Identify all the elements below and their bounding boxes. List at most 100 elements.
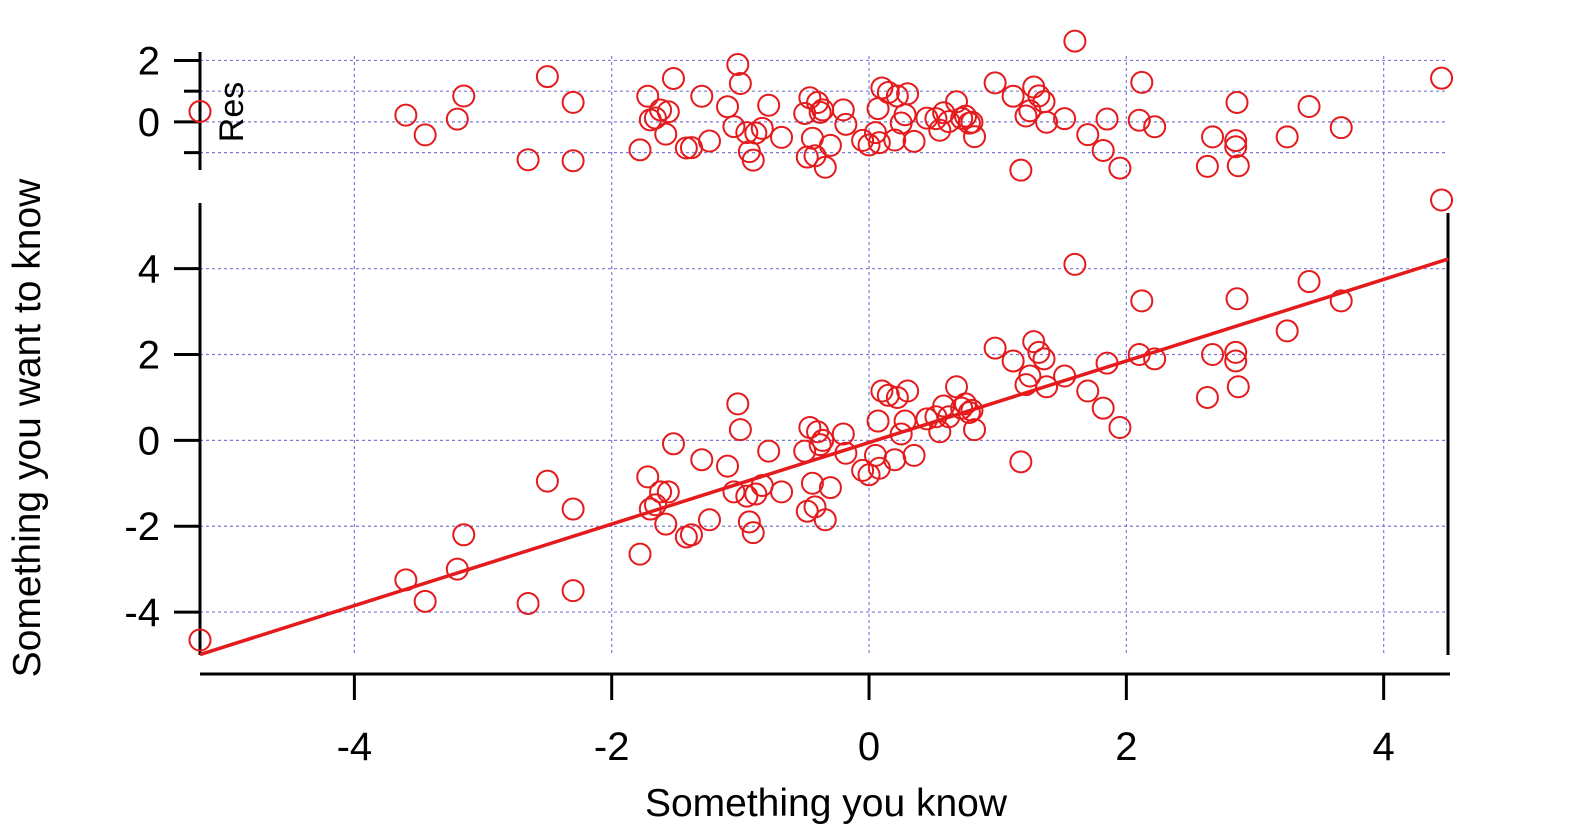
residual-point xyxy=(857,133,881,157)
residual-point xyxy=(915,106,939,130)
data-point xyxy=(1053,364,1077,388)
data-point xyxy=(915,407,939,431)
data-point xyxy=(757,439,781,463)
data-point xyxy=(1127,343,1151,367)
residual-point xyxy=(1195,154,1219,178)
data-point xyxy=(1076,379,1100,403)
residual-point xyxy=(851,128,875,152)
data-point xyxy=(893,409,917,433)
data-point xyxy=(808,433,832,457)
residual-point xyxy=(636,84,660,108)
data-point xyxy=(1009,450,1033,474)
residual-point xyxy=(808,100,832,124)
grid-lines xyxy=(200,56,1448,655)
residual-point xyxy=(452,84,476,108)
residual-point xyxy=(561,149,585,173)
data-point xyxy=(932,394,956,418)
residual-point xyxy=(818,133,842,157)
residual-point xyxy=(770,125,794,149)
y-tick-label: -2 xyxy=(124,505,160,549)
data-point xyxy=(983,336,1007,360)
x-tick-label: 4 xyxy=(1373,725,1395,769)
residual-point xyxy=(744,121,768,145)
residual-point xyxy=(674,136,698,160)
residual-point xyxy=(866,97,890,121)
data-point xyxy=(813,508,837,532)
data-point xyxy=(1035,375,1059,399)
residual-point xyxy=(1063,29,1087,53)
data-point xyxy=(726,392,750,416)
data-point xyxy=(728,418,752,442)
residual-point xyxy=(1095,107,1119,131)
residual-point xyxy=(628,138,652,162)
data-point xyxy=(889,422,913,446)
data-point xyxy=(697,508,721,532)
data-point xyxy=(661,432,685,456)
residual-point xyxy=(741,148,765,172)
residual-point xyxy=(1108,156,1132,180)
data-point xyxy=(883,448,907,472)
residual-point xyxy=(535,65,559,89)
data-point xyxy=(445,557,469,581)
data-point xyxy=(643,493,667,517)
fit-line xyxy=(199,257,1449,657)
data-point xyxy=(394,568,418,592)
data-point xyxy=(851,458,875,482)
data-point xyxy=(928,420,952,444)
res-tick-label: 2 xyxy=(138,39,160,83)
residual-point xyxy=(445,107,469,131)
residual-point xyxy=(963,125,987,149)
residual-point xyxy=(870,76,894,100)
data-point xyxy=(793,439,817,463)
data-point xyxy=(960,398,984,422)
x-tick-label: 0 xyxy=(858,725,880,769)
data-point xyxy=(722,480,746,504)
data-point xyxy=(716,454,740,478)
residual-point xyxy=(516,148,540,172)
residual-point xyxy=(1076,123,1100,147)
residual-point xyxy=(1224,135,1248,159)
residual-point xyxy=(1275,125,1299,149)
data-point xyxy=(1430,188,1454,212)
residual-point xyxy=(1130,70,1154,94)
residual-point xyxy=(394,103,418,127)
data-point xyxy=(1130,289,1154,313)
residual-point xyxy=(1053,107,1077,131)
data-point xyxy=(690,448,714,472)
residual-point xyxy=(867,131,891,155)
residual-point xyxy=(413,123,437,147)
residual-point xyxy=(661,66,685,90)
data-point xyxy=(870,379,894,403)
tick-labels: -4 -2 0 2 4 -4 -2 0 2 4 0 2 xyxy=(124,39,1394,769)
data-point xyxy=(656,480,680,504)
residual-point xyxy=(1027,84,1051,108)
data-point xyxy=(1143,347,1167,371)
data-point xyxy=(452,523,476,547)
data-point xyxy=(744,482,768,506)
residual-point xyxy=(1430,66,1454,90)
data-point xyxy=(957,400,981,424)
y-tick-label: 0 xyxy=(138,419,160,463)
residual-point xyxy=(188,99,212,123)
data-point xyxy=(1275,319,1299,343)
data-point xyxy=(1022,330,1046,354)
residual-point xyxy=(750,116,774,140)
x-axis-title: Something you know xyxy=(645,782,1008,825)
data-point xyxy=(649,480,673,504)
data-point xyxy=(1297,270,1321,294)
data-point xyxy=(679,523,703,547)
residual-point xyxy=(735,121,759,145)
residual-point xyxy=(863,121,887,145)
data-point xyxy=(413,589,437,613)
data-point xyxy=(535,469,559,493)
residual-point xyxy=(690,84,714,108)
axes xyxy=(174,52,1450,700)
data-point xyxy=(1201,343,1225,367)
residual-point xyxy=(1201,125,1225,149)
data-point xyxy=(834,441,858,465)
y-tick-label: 2 xyxy=(138,334,160,378)
data-point xyxy=(1224,349,1248,373)
data-point xyxy=(741,521,765,545)
residual-axis-title: Res xyxy=(213,82,251,142)
